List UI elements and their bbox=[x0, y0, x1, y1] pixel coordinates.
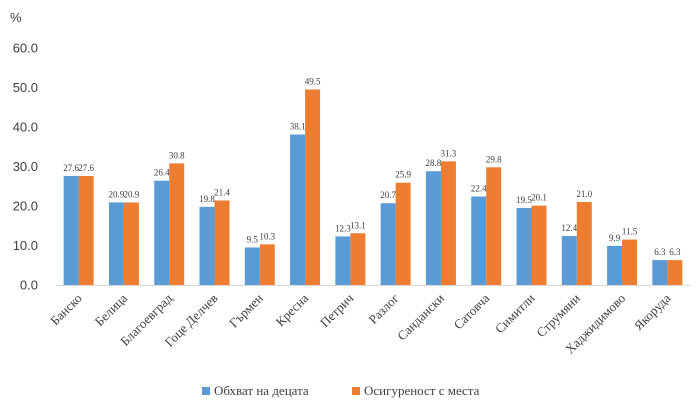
bar-coverage bbox=[380, 203, 396, 285]
data-label: 20.7 bbox=[380, 190, 396, 200]
data-label: 30.8 bbox=[169, 150, 185, 160]
data-label: 20.1 bbox=[531, 193, 547, 203]
data-label: 12.4 bbox=[561, 223, 577, 233]
data-label: 38.1 bbox=[290, 122, 306, 132]
category-label: Симитли bbox=[492, 290, 538, 336]
legend-swatch-coverage bbox=[202, 387, 210, 395]
legend: Обхват на децата Осигуреност с места bbox=[202, 383, 480, 398]
category-label: Разлог bbox=[365, 291, 401, 327]
data-label: 22.4 bbox=[471, 184, 487, 194]
y-tick-label: 60.0 bbox=[13, 41, 38, 56]
data-label: 27.6 bbox=[63, 163, 79, 173]
bar-coverage bbox=[199, 206, 215, 285]
y-axis-unit-label: % bbox=[10, 10, 22, 25]
bar-coverage bbox=[425, 171, 441, 285]
y-tick-label: 10.0 bbox=[13, 238, 38, 253]
data-label: 26.4 bbox=[154, 168, 170, 178]
category-label: Банско bbox=[47, 291, 85, 329]
bar-coverage bbox=[652, 260, 668, 285]
bar-places bbox=[123, 202, 139, 285]
bar-places bbox=[214, 200, 230, 285]
data-label: 10.3 bbox=[259, 231, 275, 241]
bar-coverage bbox=[607, 245, 623, 285]
data-label: 11.5 bbox=[622, 227, 638, 237]
y-axis-ticks: 0.0 10.0 20.0 30.0 40.0 50.0 60.0 bbox=[13, 41, 38, 293]
data-label: 27.6 bbox=[78, 163, 94, 173]
data-label: 12.3 bbox=[335, 223, 351, 233]
bar-coverage bbox=[154, 180, 170, 285]
bar-places bbox=[350, 233, 366, 285]
y-tick-label: 50.0 bbox=[13, 80, 38, 95]
data-label: 21.4 bbox=[214, 187, 230, 197]
data-label: 21.0 bbox=[576, 189, 592, 199]
bar-places bbox=[305, 89, 321, 285]
bar-coverage bbox=[561, 236, 577, 285]
data-label: 25.9 bbox=[395, 170, 411, 180]
bar-places bbox=[78, 175, 94, 285]
category-label: Гърмен bbox=[226, 290, 266, 330]
data-label: 19.5 bbox=[516, 195, 532, 205]
data-label: 6.3 bbox=[669, 247, 681, 257]
data-label: 6.3 bbox=[654, 247, 666, 257]
data-label: 29.8 bbox=[486, 154, 502, 164]
bar-places bbox=[667, 260, 683, 285]
category-label: Сатовча bbox=[451, 290, 493, 332]
data-label: 19.8 bbox=[199, 194, 215, 204]
y-tick-label: 30.0 bbox=[13, 159, 38, 174]
category-label: Белица bbox=[92, 290, 131, 329]
bar-places bbox=[395, 182, 411, 285]
data-label: 13.1 bbox=[350, 220, 366, 230]
legend-label-places: Осигуреност с места bbox=[364, 383, 480, 398]
bar-coverage bbox=[335, 236, 351, 285]
bar-places bbox=[259, 244, 275, 285]
bar-coverage bbox=[290, 134, 306, 285]
data-label: 20.9 bbox=[124, 189, 140, 199]
data-label: 28.8 bbox=[426, 158, 442, 168]
data-label: 49.5 bbox=[305, 76, 321, 86]
bar-coverage bbox=[63, 175, 79, 285]
category-label: Сандански bbox=[394, 290, 447, 343]
bar-coverage bbox=[471, 196, 487, 285]
data-labels-group: 27.6 27.6 20.9 20.9 26.4 30.8 19.821.4 9.5 10.3 3… bbox=[63, 76, 681, 257]
legend-label-coverage: Обхват на децата bbox=[214, 383, 309, 398]
bar-places bbox=[440, 161, 456, 285]
bar-coverage bbox=[108, 202, 124, 285]
data-label: 31.3 bbox=[441, 148, 457, 158]
bar-places bbox=[169, 163, 185, 285]
data-label: 9.5 bbox=[247, 234, 259, 244]
category-label: Петрич bbox=[317, 290, 357, 330]
bar-places bbox=[531, 205, 547, 285]
data-label: 20.9 bbox=[109, 189, 125, 199]
category-label: Якоруда bbox=[631, 290, 674, 333]
legend-swatch-places bbox=[352, 387, 360, 395]
bar-places bbox=[486, 167, 502, 285]
bar-places bbox=[576, 202, 592, 285]
bar-places bbox=[622, 239, 638, 285]
y-tick-label: 40.0 bbox=[13, 120, 38, 135]
bar-coverage bbox=[516, 207, 532, 285]
data-label: 9.9 bbox=[609, 233, 621, 243]
bar-coverage bbox=[244, 247, 260, 285]
category-label: Кресна bbox=[272, 290, 311, 329]
bar-series-group bbox=[63, 89, 683, 285]
y-tick-label: 0.0 bbox=[20, 278, 38, 293]
y-tick-label: 20.0 bbox=[13, 199, 38, 214]
